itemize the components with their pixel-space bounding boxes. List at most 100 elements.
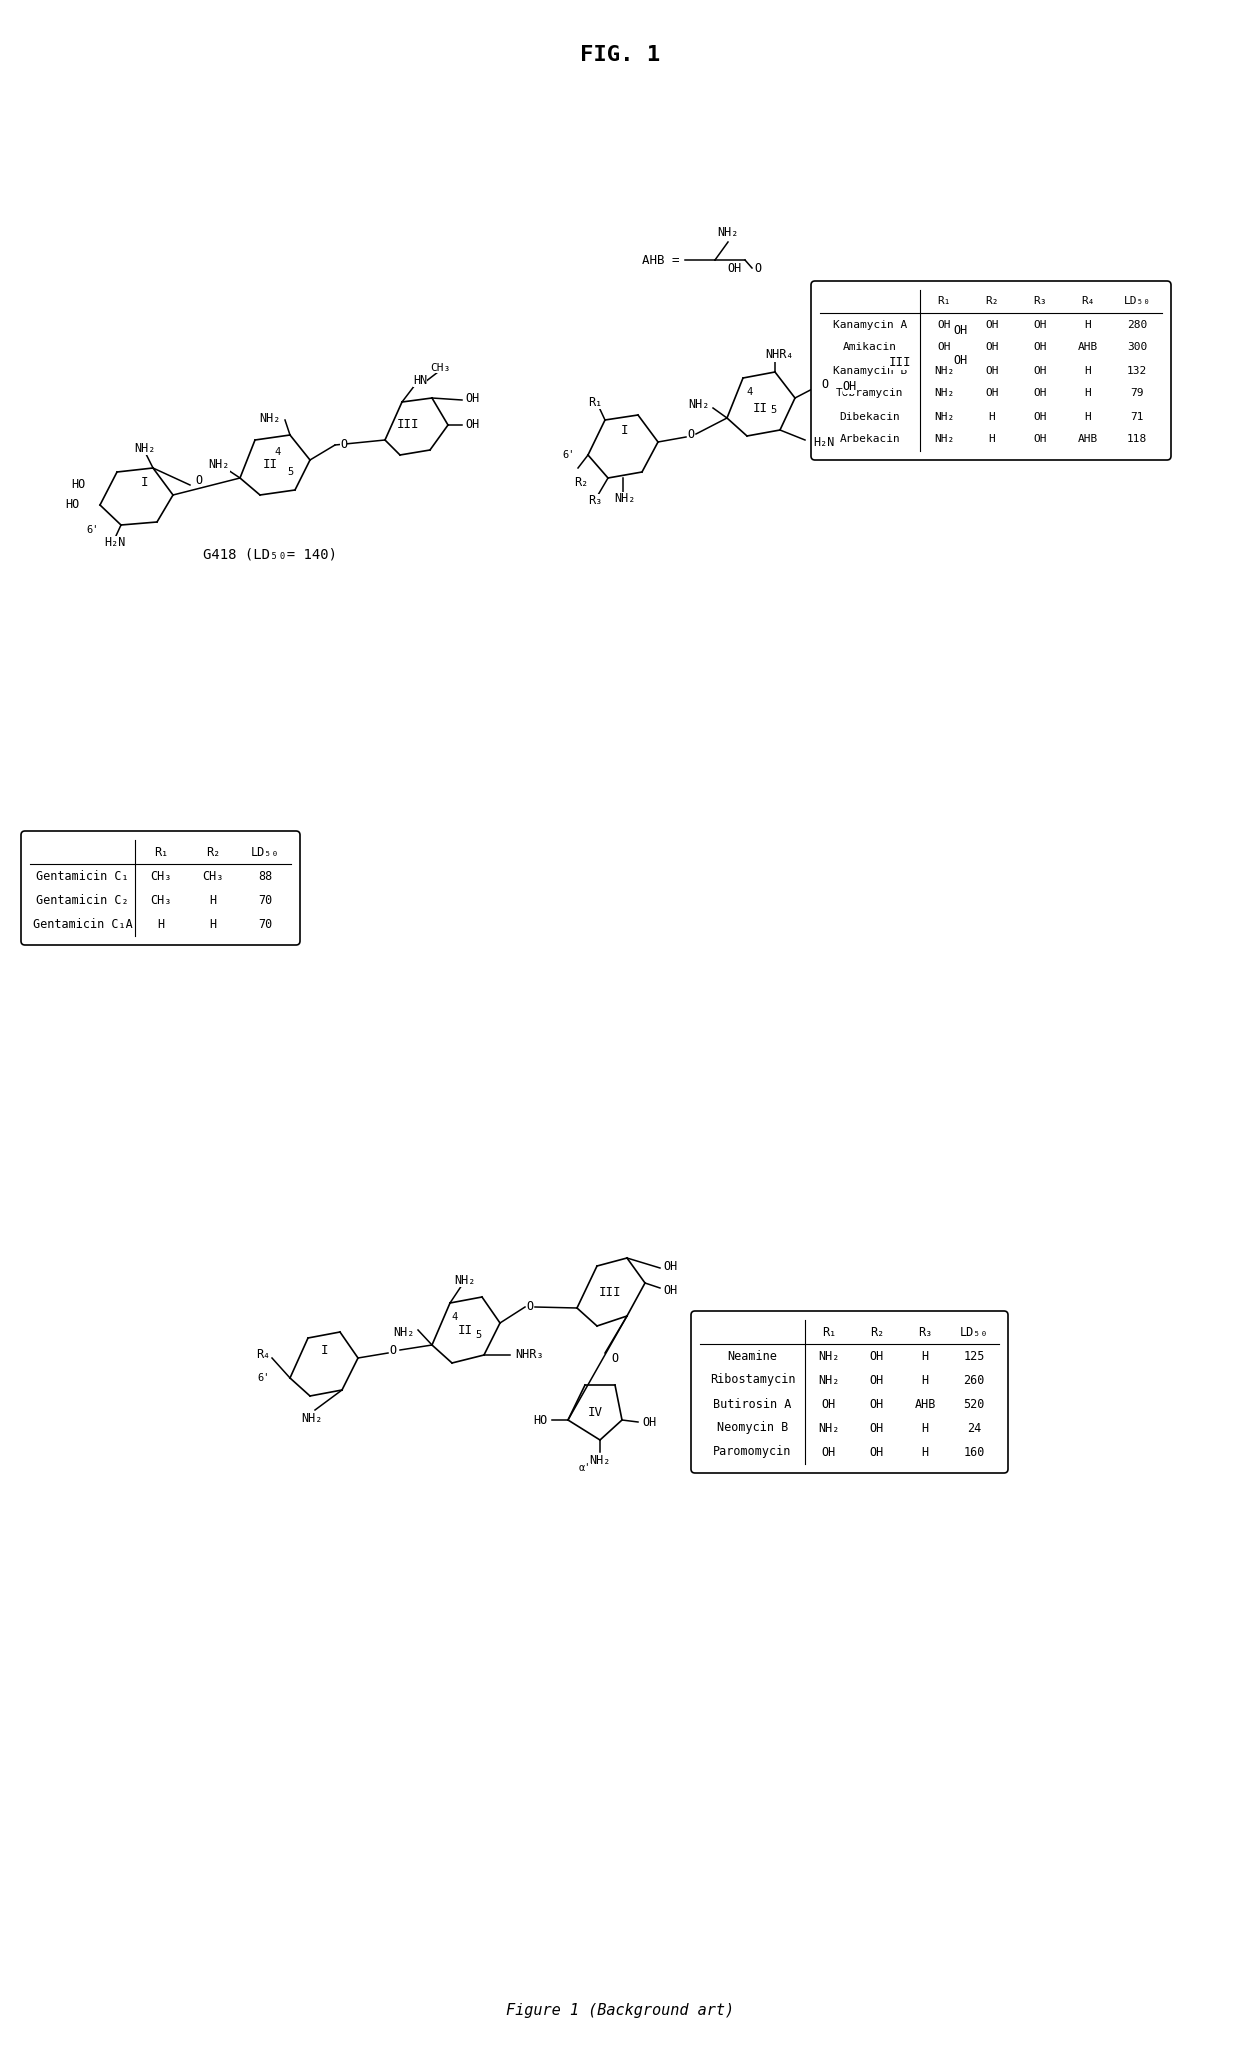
Text: H: H xyxy=(1085,411,1091,421)
Text: NH₂: NH₂ xyxy=(688,399,711,411)
Text: O: O xyxy=(687,427,694,440)
Text: 24: 24 xyxy=(967,1422,981,1434)
Text: R₂: R₂ xyxy=(870,1325,884,1338)
Text: NH₂: NH₂ xyxy=(454,1274,476,1286)
Text: Ribostamycin: Ribostamycin xyxy=(709,1373,795,1387)
Text: OH: OH xyxy=(870,1422,884,1434)
Text: R₄: R₄ xyxy=(1081,296,1095,306)
Text: H: H xyxy=(1085,319,1091,329)
Text: Neamine: Neamine xyxy=(728,1350,777,1362)
Text: O: O xyxy=(821,378,828,393)
Text: 260: 260 xyxy=(963,1373,985,1387)
Text: OH: OH xyxy=(465,393,479,405)
Text: III: III xyxy=(889,356,911,370)
Text: NH₂: NH₂ xyxy=(934,434,954,444)
Text: NH₂: NH₂ xyxy=(614,491,636,503)
Text: Kanamycin B: Kanamycin B xyxy=(833,366,908,376)
Text: NH₂: NH₂ xyxy=(301,1412,322,1424)
Text: CH₃: CH₃ xyxy=(150,894,171,906)
Text: IV: IV xyxy=(588,1406,603,1418)
Text: H: H xyxy=(921,1422,929,1434)
Text: H: H xyxy=(210,894,217,906)
Text: H: H xyxy=(921,1350,929,1362)
Text: 6': 6' xyxy=(87,524,99,534)
Text: OH: OH xyxy=(986,343,998,353)
Text: CH₃: CH₃ xyxy=(202,869,223,882)
Text: OH: OH xyxy=(986,366,998,376)
Text: Dibekacin: Dibekacin xyxy=(839,411,900,421)
Text: OH: OH xyxy=(728,261,742,275)
Text: 520: 520 xyxy=(963,1397,985,1410)
Text: H: H xyxy=(921,1445,929,1459)
Text: OH: OH xyxy=(870,1373,884,1387)
Text: O: O xyxy=(389,1344,397,1356)
Text: R₁: R₁ xyxy=(588,395,603,409)
Text: R₂: R₂ xyxy=(574,475,588,489)
Text: NH₂: NH₂ xyxy=(934,366,954,376)
Text: CH₃: CH₃ xyxy=(150,869,171,882)
Text: I: I xyxy=(321,1344,329,1356)
Text: II: II xyxy=(458,1323,472,1336)
Text: H: H xyxy=(988,434,996,444)
Text: 4: 4 xyxy=(451,1311,458,1321)
Text: III: III xyxy=(397,419,419,432)
Text: OH: OH xyxy=(1033,343,1047,353)
Text: H: H xyxy=(157,917,165,931)
Text: OH: OH xyxy=(986,319,998,329)
Text: OH: OH xyxy=(870,1445,884,1459)
Text: R₃: R₃ xyxy=(588,493,601,506)
Text: OH: OH xyxy=(642,1416,656,1428)
Text: NHR₃: NHR₃ xyxy=(515,1348,543,1362)
Text: OH: OH xyxy=(870,1397,884,1410)
Text: O: O xyxy=(754,261,761,275)
Text: NHR₄: NHR₄ xyxy=(766,349,795,362)
Text: OH: OH xyxy=(1033,388,1047,399)
Text: 132: 132 xyxy=(1127,366,1147,376)
Text: I: I xyxy=(141,475,149,489)
Text: H: H xyxy=(921,1373,929,1387)
Text: NH₂: NH₂ xyxy=(818,1350,839,1362)
Text: Arbekacin: Arbekacin xyxy=(839,434,900,444)
Text: Tobramycin: Tobramycin xyxy=(836,388,904,399)
Text: OH: OH xyxy=(870,1350,884,1362)
Text: 280: 280 xyxy=(1127,319,1147,329)
Text: Gentamicin C₁A: Gentamicin C₁A xyxy=(32,917,133,931)
Text: 4: 4 xyxy=(746,386,753,397)
Text: AHB: AHB xyxy=(914,1397,936,1410)
Text: I: I xyxy=(621,423,629,436)
Text: OH: OH xyxy=(843,380,857,393)
Text: H: H xyxy=(210,917,217,931)
Text: 5: 5 xyxy=(770,405,776,415)
Text: OH: OH xyxy=(822,1397,836,1410)
Text: AHB =: AHB = xyxy=(642,253,680,267)
Text: OH: OH xyxy=(937,319,951,329)
Text: R₁: R₁ xyxy=(154,845,169,859)
Text: R₂: R₂ xyxy=(206,845,221,859)
Text: LD₅₀: LD₅₀ xyxy=(250,845,279,859)
Text: NH₂: NH₂ xyxy=(589,1453,610,1467)
Text: Gentamicin C₁: Gentamicin C₁ xyxy=(36,869,129,882)
Text: 70: 70 xyxy=(258,917,272,931)
Text: NH₂: NH₂ xyxy=(134,442,156,454)
Text: 300: 300 xyxy=(1127,343,1147,353)
Text: II: II xyxy=(263,458,278,471)
Text: OH: OH xyxy=(954,323,967,337)
Text: O: O xyxy=(527,1301,533,1313)
Text: 71: 71 xyxy=(1130,411,1143,421)
Text: III: III xyxy=(599,1286,621,1299)
Text: 125: 125 xyxy=(963,1350,985,1362)
Text: OH: OH xyxy=(822,1445,836,1459)
Text: HO: HO xyxy=(66,499,81,512)
Text: G418 (LD₅₀= 140): G418 (LD₅₀= 140) xyxy=(203,549,337,561)
Text: Amikacin: Amikacin xyxy=(843,343,897,353)
Text: 118: 118 xyxy=(1127,434,1147,444)
Text: CH₃: CH₃ xyxy=(430,364,450,374)
Text: 160: 160 xyxy=(963,1445,985,1459)
Text: NH₂: NH₂ xyxy=(208,458,229,471)
Text: LD₅₀: LD₅₀ xyxy=(1123,296,1151,306)
Text: 5: 5 xyxy=(286,466,293,477)
Text: OH: OH xyxy=(954,353,967,366)
Text: HO: HO xyxy=(71,479,86,491)
Text: R₃: R₃ xyxy=(1033,296,1047,306)
Text: OH: OH xyxy=(663,1260,677,1272)
